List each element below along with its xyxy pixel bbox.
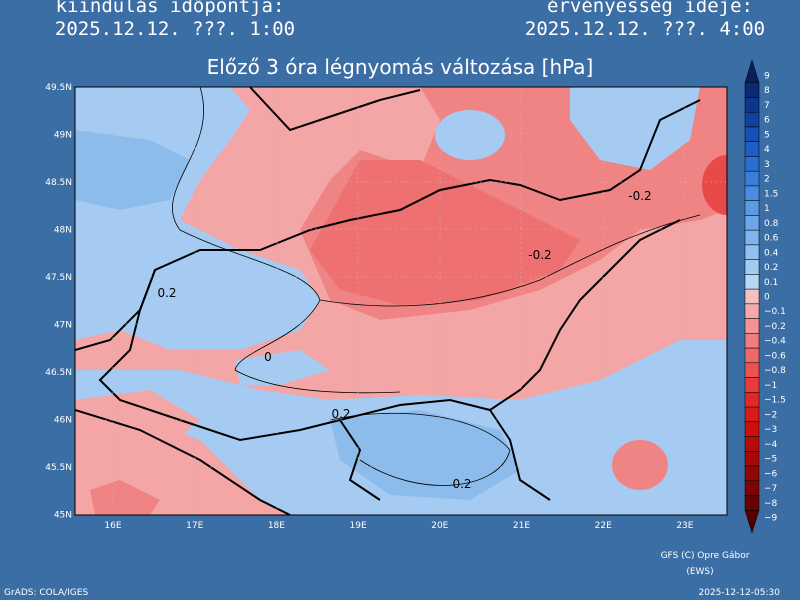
legend-swatch — [744, 377, 760, 393]
lon-label: 16E — [104, 521, 121, 531]
legend-label: −0.2 — [764, 322, 786, 332]
legend-swatch — [744, 111, 760, 128]
contour-label: 0.2 — [331, 407, 350, 421]
legend-swatch — [744, 215, 760, 231]
legend-swatch — [744, 126, 760, 142]
legend-swatch — [744, 82, 760, 98]
legend-label: 7 — [764, 101, 770, 111]
legend-swatch — [744, 259, 760, 275]
lon-label: 17E — [186, 521, 203, 531]
legend-label: 0.8 — [764, 219, 779, 229]
header-label: érvényesség ideje: — [547, 0, 753, 17]
legend-label: 9 — [764, 71, 770, 81]
legend-label: −6 — [764, 469, 778, 479]
lat-label: 47.5N — [45, 273, 72, 283]
legend-swatch — [744, 274, 760, 290]
legend-swatch — [744, 495, 760, 511]
timestamp: 2025-12-12-05:30 — [699, 588, 781, 598]
legend-label: −9 — [764, 514, 778, 524]
header-label: kiindulás időpontja: — [56, 0, 285, 17]
legend-label: −4 — [764, 440, 778, 450]
credit: (EWS) — [686, 567, 713, 577]
lon-label: 22E — [595, 521, 612, 531]
legend-label: −1 — [764, 381, 777, 391]
lat-label: 49.5N — [45, 83, 72, 93]
legend-label: 8 — [764, 86, 770, 96]
legend-swatch — [744, 465, 760, 482]
contour-label: -0.2 — [628, 189, 651, 203]
legend-label: 5 — [764, 130, 770, 140]
legend-swatch — [744, 170, 760, 187]
lat-label: 49N — [54, 131, 72, 141]
legend-swatch — [744, 421, 760, 437]
legend-label: 0.4 — [764, 248, 779, 258]
legend-label: −0.4 — [764, 337, 786, 347]
legend-swatch — [744, 303, 760, 319]
legend-label: 0.6 — [764, 234, 779, 244]
legend-label: −0.8 — [764, 366, 786, 376]
lat-label: 45N — [54, 511, 72, 521]
lon-label: 19E — [350, 521, 367, 531]
legend-swatch — [744, 406, 760, 423]
legend-swatch — [744, 59, 760, 83]
legend-swatch — [744, 156, 760, 172]
map-frame — [74, 86, 728, 516]
legend-label: −7 — [764, 484, 777, 494]
legend-label: 4 — [764, 145, 770, 155]
legend-label: −5 — [764, 455, 777, 465]
legend-swatch — [744, 436, 760, 452]
legend-label: −0.1 — [764, 307, 786, 317]
legend-label: 0.2 — [764, 263, 778, 273]
lat-label: 45.5N — [45, 463, 72, 473]
legend-swatch — [744, 288, 760, 305]
header-time: 2025.12.12. ???. 4:00 — [525, 18, 765, 40]
legend-swatch — [744, 347, 760, 364]
legend-label: 3 — [764, 160, 770, 170]
legend-label: −2 — [764, 410, 777, 420]
legend-label: −3 — [764, 425, 777, 435]
legend-swatch — [744, 480, 760, 496]
lat-label: 47N — [54, 321, 72, 331]
lon-label: 18E — [268, 521, 285, 531]
legend-label: 0 — [764, 293, 770, 303]
legend-label: −8 — [764, 499, 778, 509]
legend-swatch — [744, 451, 760, 467]
graticule — [75, 87, 727, 515]
lon-label: 23E — [676, 521, 693, 531]
legend-label: −0.6 — [764, 351, 786, 361]
legend-swatch — [744, 510, 760, 534]
legend-label: 0.1 — [764, 278, 778, 288]
legend-label: 1 — [764, 204, 770, 214]
contour-label: 0.2 — [452, 477, 471, 491]
map — [75, 87, 727, 515]
legend-label: 1.5 — [764, 189, 778, 199]
legend-swatch — [744, 244, 760, 260]
software: GrADS: COLA/IGES — [4, 588, 88, 598]
legend-label: 2 — [764, 175, 770, 185]
contour-label: -0.2 — [528, 248, 551, 262]
legend-swatch — [744, 185, 760, 201]
legend-swatch — [744, 141, 760, 157]
legend-label: 6 — [764, 116, 770, 126]
legend-swatch — [744, 333, 760, 349]
credit: GFS (C) Opre Gábor — [661, 551, 750, 561]
lat-label: 48.5N — [45, 178, 72, 188]
legend-swatch — [744, 392, 760, 408]
lon-label: 21E — [513, 521, 530, 531]
lat-label: 48N — [54, 226, 72, 236]
lon-label: 20E — [431, 521, 448, 531]
legend-swatch — [744, 318, 760, 334]
lat-label: 46.5N — [45, 368, 72, 378]
legend-swatch — [744, 362, 760, 378]
legend-swatch — [744, 97, 760, 113]
map-title: Előző 3 óra légnyomás változása [hPa] — [207, 55, 594, 79]
legend-swatch — [744, 229, 760, 246]
legend-label: −1.5 — [764, 396, 786, 406]
contour-label: 0.2 — [157, 286, 176, 300]
lat-label: 46N — [54, 416, 72, 426]
header-time: 2025.12.12. ???. 1:00 — [55, 18, 295, 40]
legend-swatch — [744, 200, 760, 216]
contour-label: 0 — [264, 350, 272, 364]
